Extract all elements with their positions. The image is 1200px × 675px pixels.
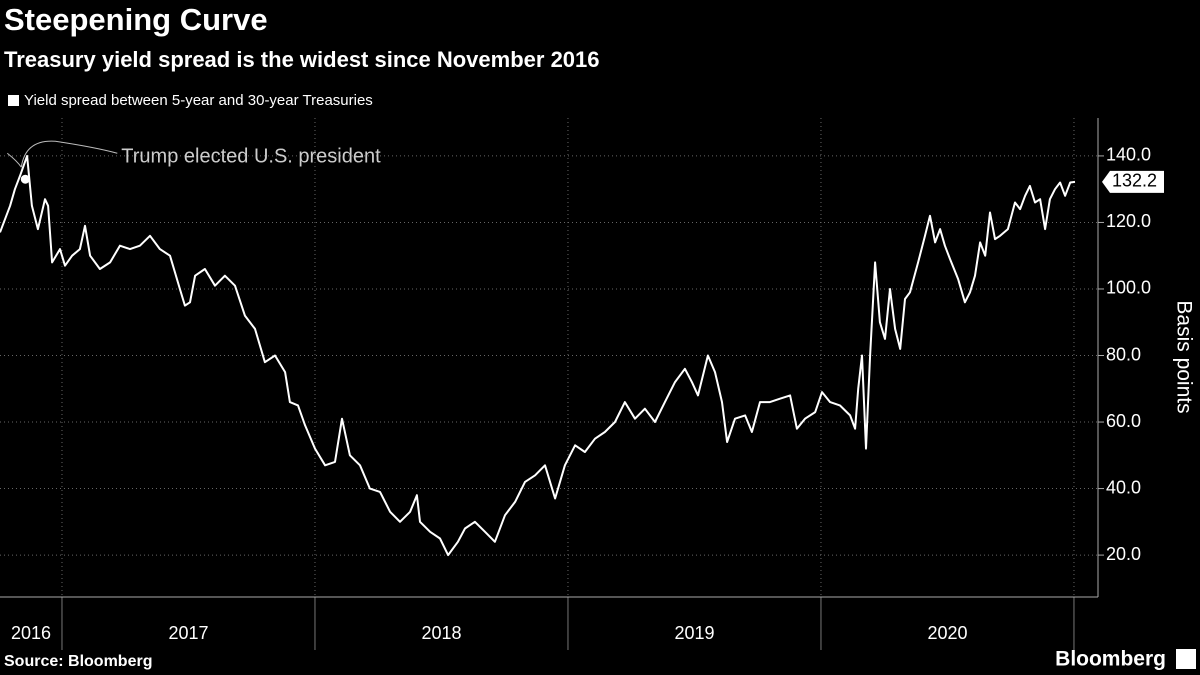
annotation-text: Trump elected U.S. president xyxy=(121,145,381,167)
last-value-label: 132.2 xyxy=(1112,171,1157,191)
x-tick-label: 2019 xyxy=(674,623,714,643)
legend-label: Yield spread between 5-year and 30-year … xyxy=(24,92,373,109)
y-tick-label: 140.0 xyxy=(1106,145,1151,165)
series-line xyxy=(0,154,1076,557)
y-tick-label: 40.0 xyxy=(1106,477,1141,497)
last-value-box xyxy=(1102,170,1164,193)
brand-icon xyxy=(1176,649,1196,669)
y-tick-label: 60.0 xyxy=(1106,411,1141,431)
chart-subtitle: Treasury yield spread is the widest sinc… xyxy=(4,47,600,72)
y-tick-label: 120.0 xyxy=(1106,211,1151,231)
x-tick-label: 2018 xyxy=(421,623,461,643)
x-tick-label: 2020 xyxy=(927,623,967,643)
chart-title: Steepening Curve xyxy=(4,2,268,37)
legend-swatch xyxy=(8,95,19,106)
x-tick-label: 2017 xyxy=(168,623,208,643)
brand-logo: Bloomberg xyxy=(1055,648,1166,671)
y-tick-label: 100.0 xyxy=(1106,278,1151,298)
y-tick-label: 20.0 xyxy=(1106,544,1141,564)
source: Source: Bloomberg xyxy=(4,653,152,670)
x-tick-label: 2016 xyxy=(11,623,51,643)
y-tick-label: 80.0 xyxy=(1106,344,1141,364)
annotation-marker xyxy=(20,174,30,184)
y-axis-label: Basis points xyxy=(1172,300,1195,413)
annotation-leader xyxy=(6,140,118,168)
